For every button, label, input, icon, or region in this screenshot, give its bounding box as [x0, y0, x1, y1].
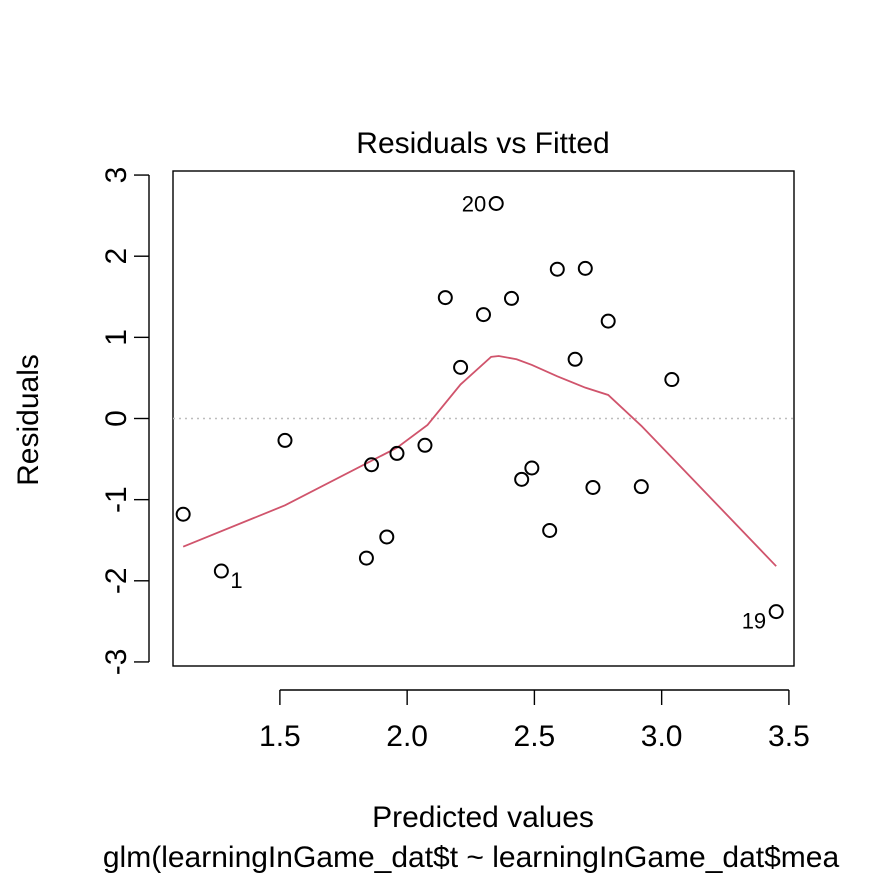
y-tick-label: 3	[100, 167, 133, 184]
data-point	[379, 529, 395, 545]
data-point	[768, 604, 784, 620]
data-point	[358, 550, 374, 566]
x-tick-label: 3.0	[641, 720, 683, 753]
y-tick-label: 2	[100, 248, 133, 265]
y-axis-label: Residuals	[12, 354, 45, 486]
smooth-trend-line	[182, 355, 777, 567]
point-label: 20	[462, 191, 486, 216]
data-point	[364, 457, 380, 473]
data-point	[476, 307, 491, 323]
x-tick-label: 3.5	[768, 720, 810, 753]
data-point	[664, 372, 680, 388]
x-tick-label: 2.5	[514, 720, 556, 753]
chart-title: Residuals vs Fitted	[356, 127, 609, 160]
data-point	[175, 506, 191, 522]
x-axis: 1.5 2.0 2.5 3.0 3.5	[259, 689, 810, 753]
y-tick-label: -1	[100, 486, 133, 513]
data-point	[549, 261, 565, 277]
data-point	[417, 437, 433, 453]
y-tick-label: 0	[100, 410, 133, 427]
chart-subtitle: glm(learningInGame_dat$t ~ learningInGam…	[103, 841, 840, 874]
data-point	[577, 260, 593, 276]
data-point	[453, 359, 469, 375]
data-point	[437, 290, 453, 306]
point-label: 1	[230, 568, 242, 593]
data-point	[585, 479, 601, 495]
y-tick-label: 1	[100, 329, 133, 346]
y-axis: -3 -2 -1 0 1 2 3	[100, 167, 150, 676]
y-tick-label: -3	[100, 649, 133, 676]
data-point	[542, 522, 558, 538]
data-point	[567, 351, 583, 367]
point-label: 19	[742, 609, 766, 634]
data-point	[600, 313, 616, 329]
data-point	[503, 290, 519, 306]
x-tick-label: 2.0	[386, 720, 428, 753]
data-point	[488, 195, 504, 211]
data-points	[175, 195, 784, 620]
x-axis-label: Predicted values	[372, 801, 594, 834]
y-tick-label: -2	[100, 567, 133, 594]
point-labels: 1 20 19	[230, 191, 766, 633]
data-point	[633, 479, 649, 495]
data-point	[213, 563, 229, 579]
x-tick-label: 1.5	[259, 720, 301, 753]
data-point	[524, 460, 540, 476]
data-point	[277, 432, 293, 448]
data-point	[389, 445, 405, 461]
data-point	[514, 471, 530, 487]
